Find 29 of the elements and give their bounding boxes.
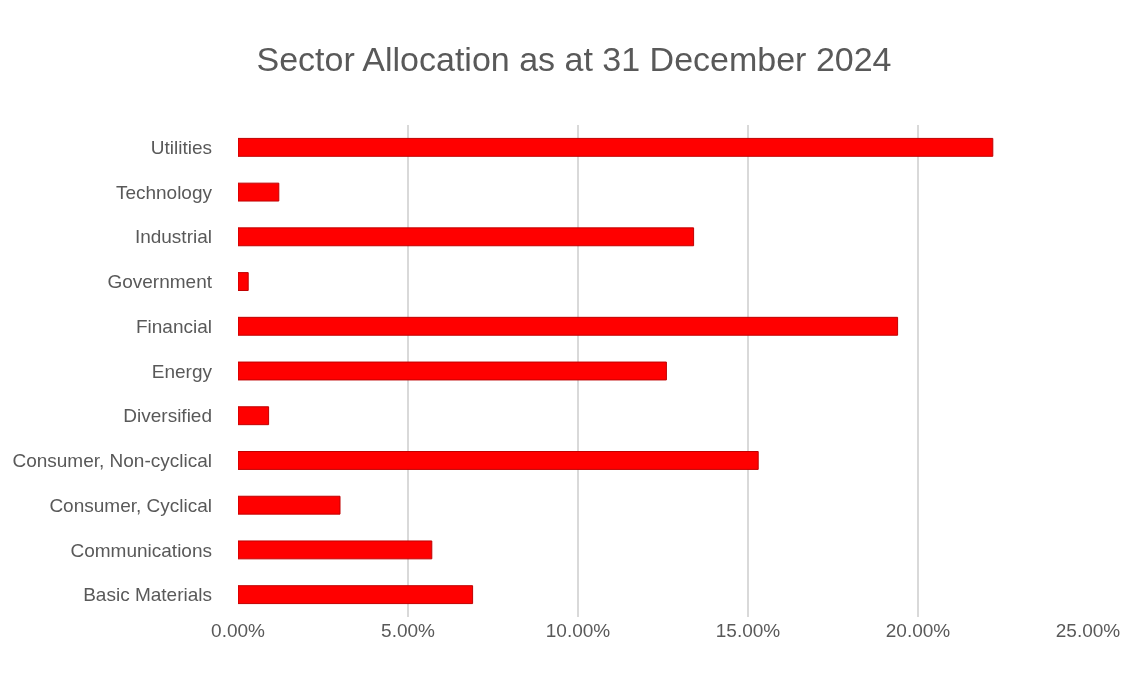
bar [238, 182, 280, 202]
y-tick-label: Government [107, 271, 213, 293]
bar [238, 361, 667, 381]
x-tick-label: 10.00% [545, 620, 611, 641]
y-tick-label: Financial [135, 315, 212, 337]
y-tick-label: Communications [70, 539, 212, 561]
x-tick-label: 25.00% [1055, 620, 1121, 641]
bar [238, 406, 270, 426]
x-tick-label: 0.00% [211, 620, 266, 641]
y-tick-label: Technology [115, 181, 213, 203]
bar [238, 495, 341, 515]
y-tick-label: Basic Materials [83, 584, 212, 606]
bar [238, 451, 759, 470]
x-tick-label: 15.00% [715, 620, 781, 641]
bar [238, 272, 249, 291]
x-tick-label: 20.00% [885, 620, 951, 641]
y-tick-label: Diversified [123, 405, 212, 427]
bar [238, 227, 695, 247]
y-tick-label: Energy [151, 360, 213, 382]
y-tick-label: Consumer, Cyclical [49, 494, 212, 516]
chart-title: Sector Allocation as at 31 December 2024 [256, 40, 892, 79]
x-tick-label: 5.00% [381, 620, 436, 641]
bar [238, 137, 994, 157]
y-tick-label: Industrial [134, 226, 212, 248]
bar [238, 316, 899, 336]
y-tick-label: Utilities [150, 137, 212, 159]
bar [238, 585, 474, 605]
y-tick-label: Consumer, Non-cyclical [12, 450, 212, 472]
bar [238, 540, 433, 560]
